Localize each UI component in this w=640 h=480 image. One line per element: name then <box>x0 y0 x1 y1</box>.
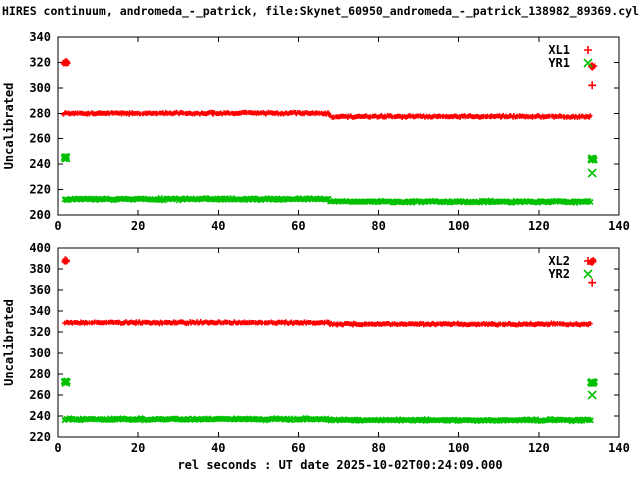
x-tick-label: 140 <box>608 219 630 233</box>
x-tick-label: 40 <box>211 219 225 233</box>
y-tick-label: 280 <box>29 367 51 381</box>
legend-label-XL1: XL1 <box>548 43 570 57</box>
y-tick-label: 340 <box>29 30 51 44</box>
x-tick-label: 100 <box>448 441 470 455</box>
y-tick-label: 260 <box>29 388 51 402</box>
y-tick-label: 260 <box>29 132 51 146</box>
series-YR2 <box>60 377 599 425</box>
legend-marker-YR1 <box>583 58 593 68</box>
axis-ticks <box>57 247 620 438</box>
series-YR1 <box>60 153 598 206</box>
x-tick-label: 60 <box>291 219 305 233</box>
x-axis-label: rel seconds : UT date 2025-10-02T00:24:0… <box>177 458 502 472</box>
x-tick-label: 0 <box>54 219 61 233</box>
x-tick-label: 40 <box>211 441 225 455</box>
y-tick-label: 340 <box>29 304 51 318</box>
x-tick-label: 120 <box>528 219 550 233</box>
plot-frame <box>57 247 620 438</box>
x-tick-label: 0 <box>54 441 61 455</box>
y-tick-label: 240 <box>29 409 51 423</box>
legend-marker-YR2 <box>583 269 593 279</box>
x-tick-label: 120 <box>528 441 550 455</box>
y-tick-label: 240 <box>29 157 51 171</box>
series-XL1 <box>60 58 598 120</box>
legend-label-YR1: YR1 <box>548 56 570 70</box>
y-tick-label: 220 <box>29 183 51 197</box>
x-tick-label: 100 <box>448 219 470 233</box>
series-XL2 <box>61 256 597 328</box>
legend-label-YR2: YR2 <box>548 267 570 281</box>
panel-bottom: 0 20 40 60 80 100 120 140 220 240 260 280 300 320 340 3… <box>2 241 630 455</box>
y-tick-label: 360 <box>29 283 51 297</box>
x-tick-label: 80 <box>371 441 385 455</box>
y-tick-label: 280 <box>29 106 51 120</box>
y-tick-label: 300 <box>29 81 51 95</box>
x-tick-label: 20 <box>131 219 145 233</box>
y-tick-label: 200 <box>29 208 51 222</box>
y-tick-label: 320 <box>29 325 51 339</box>
y-tick-label: 300 <box>29 346 51 360</box>
panel-top: 0 20 40 60 80 100 120 140 200 220 240 260 280 300 320 3… <box>2 30 630 233</box>
legend-label-XL2: XL2 <box>548 254 570 268</box>
y-axis-label: Uncalibrated <box>2 299 16 386</box>
x-tick-label: 60 <box>291 441 305 455</box>
y-tick-label: 400 <box>29 241 51 255</box>
axis-ticks <box>57 36 620 216</box>
y-tick-label: 380 <box>29 262 51 276</box>
chart-title: HIRES continuum, andromeda_-_patrick, fi… <box>2 4 639 19</box>
x-tick-label: 20 <box>131 441 145 455</box>
y-tick-label: 220 <box>29 430 51 444</box>
y-tick-label: 320 <box>29 55 51 69</box>
y-axis-label: Uncalibrated <box>2 83 16 170</box>
legend-marker-XL1 <box>584 46 592 54</box>
x-tick-label: 140 <box>608 441 630 455</box>
x-tick-label: 80 <box>371 219 385 233</box>
plot-frame <box>57 36 620 216</box>
chart-panels: 0 20 40 60 80 100 120 1402002202402602803003203… <box>2 30 630 455</box>
